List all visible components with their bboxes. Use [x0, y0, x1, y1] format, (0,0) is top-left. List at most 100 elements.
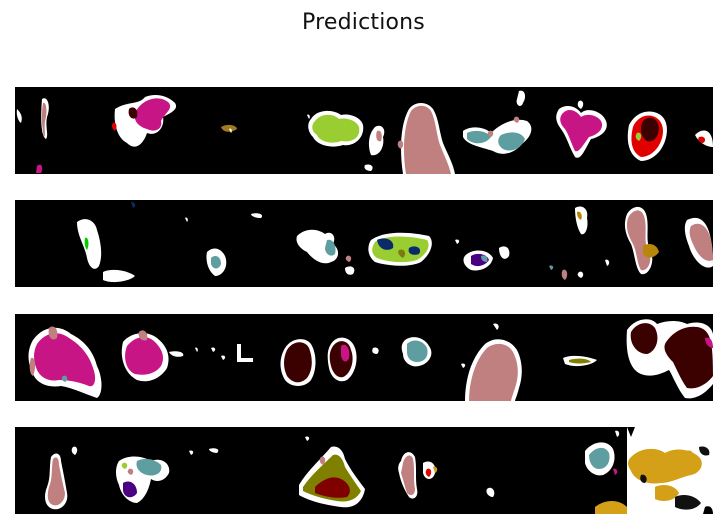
mask-white	[237, 344, 253, 362]
mask-goldenrod	[433, 466, 438, 473]
mask-rosybrown	[689, 223, 713, 261]
mask-rosybrown	[319, 456, 326, 465]
mask-magenta	[341, 344, 350, 362]
mask-white	[368, 125, 385, 156]
mask-cadetblue	[136, 458, 162, 476]
mask-magenta	[560, 110, 603, 152]
mask-white	[251, 213, 263, 218]
mask-cadetblue	[549, 265, 554, 270]
mask-black	[699, 446, 710, 456]
mask-olive	[569, 358, 591, 364]
mask-white	[307, 114, 310, 119]
mask-magenta	[134, 98, 171, 131]
mask-white	[16, 109, 22, 123]
mask-olive	[398, 249, 406, 258]
mask-cadetblue	[211, 256, 221, 269]
mask-white	[499, 246, 510, 259]
mask-cadetblue	[325, 239, 336, 256]
prediction-strip-3	[15, 314, 713, 401]
mask-red	[111, 122, 117, 131]
mask-cadetblue	[467, 130, 491, 144]
mask-yellowgreen	[635, 132, 642, 141]
mask-red	[698, 136, 706, 143]
strip-3-image	[28, 319, 713, 401]
mask-black	[703, 506, 713, 514]
figure-title: Predictions	[302, 10, 425, 35]
mask-magenta	[36, 164, 43, 173]
mask-magenta	[34, 333, 96, 387]
strip-2-image	[77, 202, 713, 283]
mask-rosybrown	[127, 468, 134, 475]
mask-yellowgreen	[312, 114, 360, 143]
mask-rosybrown	[401, 455, 415, 496]
mask-rosybrown	[487, 130, 494, 137]
mask-navy	[377, 238, 394, 250]
mask-magenta	[125, 337, 163, 375]
mask-black	[627, 427, 635, 437]
mask-black	[640, 474, 647, 483]
mask-white	[305, 436, 310, 441]
mask-rosybrown	[469, 343, 518, 401]
prediction-strip-2	[15, 200, 713, 287]
mask-white	[77, 219, 102, 269]
mask-goldenrod	[595, 501, 627, 514]
mask-white	[221, 355, 226, 360]
mask-rosybrown	[513, 116, 520, 123]
mask-white	[296, 229, 339, 264]
mask-magenta	[613, 468, 618, 475]
mask-white	[345, 266, 355, 275]
mask-olive	[221, 124, 237, 132]
mask-rosybrown	[29, 357, 36, 376]
mask-green	[84, 237, 89, 250]
mask-darkmaroon	[640, 117, 659, 142]
mask-cadetblue	[407, 340, 428, 362]
mask-rosybrown	[48, 326, 58, 340]
mask-goldenrod	[628, 448, 702, 484]
mask-goldenrod	[655, 485, 679, 501]
mask-rosybrown	[403, 105, 451, 174]
mask-goldenrod	[687, 450, 693, 457]
mask-cadetblue	[498, 132, 525, 151]
mask-white	[605, 259, 610, 266]
mask-magenta	[705, 337, 713, 348]
mask-rosybrown	[47, 457, 65, 506]
mask-rosybrown	[376, 130, 382, 142]
mask-rosybrown	[41, 102, 47, 137]
mask-rosybrown	[397, 140, 404, 149]
mask-white	[364, 164, 373, 171]
mask-white	[169, 351, 184, 357]
mask-navy	[408, 246, 421, 255]
mask-white	[131, 202, 136, 208]
mask-rosybrown	[138, 330, 148, 341]
mask-cadetblue	[61, 375, 68, 382]
mask-darkmaroon	[630, 323, 658, 354]
mask-rosybrown	[561, 269, 568, 280]
mask-white	[211, 347, 216, 352]
mask-white	[195, 347, 198, 352]
mask-yellowgreen	[121, 462, 128, 469]
mask-darkmaroon	[664, 326, 713, 389]
strip-4-image	[45, 427, 713, 514]
prediction-strip-1	[15, 87, 713, 174]
mask-olive	[577, 211, 582, 220]
mask-indigo	[123, 481, 137, 498]
prediction-strip-4	[15, 427, 713, 514]
mask-darkmaroon	[128, 107, 138, 119]
mask-white	[185, 217, 188, 222]
mask-white	[461, 363, 466, 368]
mask-white	[455, 239, 460, 244]
mask-white	[615, 430, 620, 437]
mask-white	[372, 347, 379, 354]
mask-white	[103, 269, 135, 283]
mask-white	[71, 446, 78, 455]
mask-white	[229, 128, 232, 133]
mask-white	[575, 206, 588, 235]
strip-1-image	[16, 90, 713, 174]
mask-white	[493, 323, 499, 330]
mask-goldenrod	[643, 244, 659, 258]
mask-white	[577, 271, 584, 278]
mask-cadetblue	[589, 447, 610, 469]
mask-cadetblue	[481, 255, 488, 262]
mask-white	[209, 448, 219, 453]
mask-red	[425, 468, 432, 477]
